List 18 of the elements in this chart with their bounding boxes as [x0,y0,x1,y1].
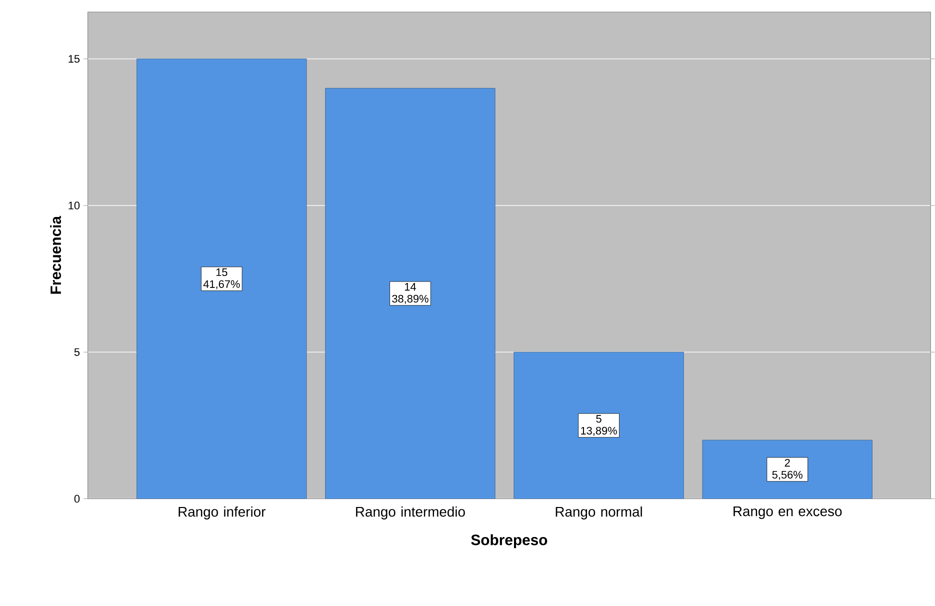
y-tick-label: 5 [74,348,80,356]
bar [702,440,872,499]
bar [325,88,496,499]
y-axis-title: Frecuencia [50,216,62,294]
x-tick-label: Rango intermedio [356,506,465,520]
x-tick-label: Rango inferior [178,506,266,520]
x-axis-title: Sobrepeso [471,534,548,548]
x-tick-label: Rango normal [556,506,642,520]
data-label: 15 41,67% [203,268,240,290]
data-label: 2 5,56% [772,458,802,480]
bar [136,58,307,499]
y-tick-label: 15 [68,54,80,62]
bar [514,352,684,499]
y-tick-label: 0 [74,494,80,502]
x-tick-label: Rango en exceso [734,506,842,519]
data-label: 14 38,89% [392,282,428,304]
data-label: 5 13,89% [581,414,617,436]
y-tick-label: 10 [68,201,80,210]
